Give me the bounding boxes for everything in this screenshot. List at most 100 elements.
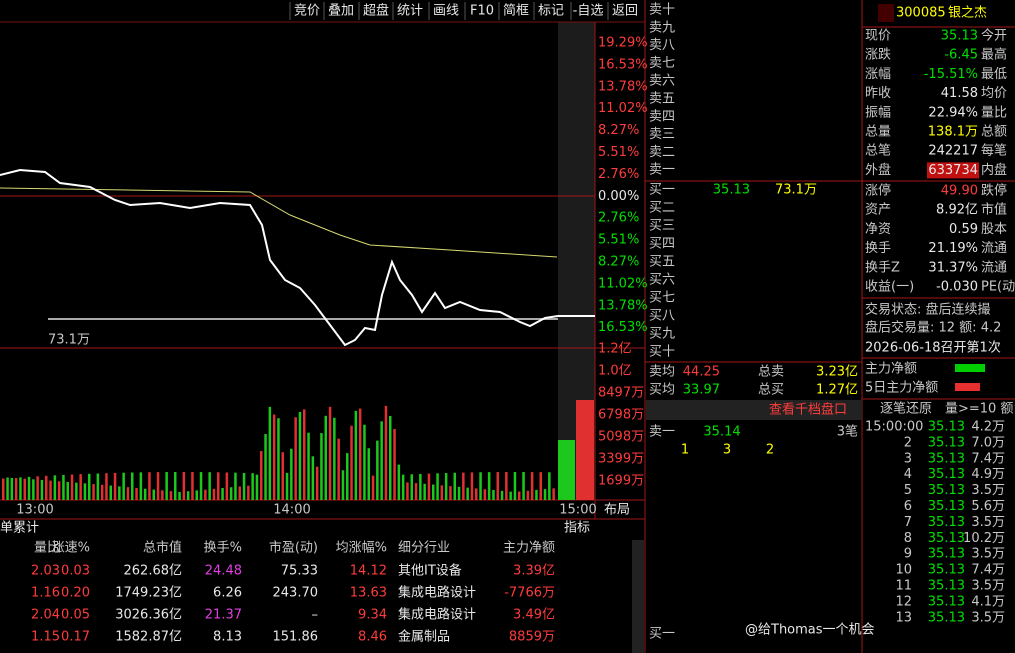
table-cell: 1.16 [31, 586, 60, 601]
quote-value: 633734 [928, 163, 978, 178]
queue: 2 [766, 443, 774, 458]
toolbar-button[interactable]: 叠加 [328, 4, 354, 19]
volume-bar [358, 408, 362, 500]
layout-button[interactable]: 布局 [604, 503, 630, 518]
label: 总卖 [758, 365, 784, 380]
quote-label: 市值 [981, 202, 1007, 218]
table-cell: 集成电路设计 [398, 585, 476, 601]
volume-bar [315, 466, 319, 500]
volume-bar [535, 489, 538, 500]
quote-label: 股本 [981, 222, 1007, 237]
time-label: 14:00 [273, 503, 310, 518]
trade-time: 6 [904, 499, 912, 514]
table-cell: 8.13 [213, 630, 242, 645]
volume-bar [397, 464, 401, 500]
price: 35.13 [713, 183, 750, 198]
value: 44.25 [683, 365, 720, 380]
indicator-button[interactable]: 指标 [564, 521, 590, 536]
volume-bar [285, 472, 289, 500]
volume-bar [161, 490, 164, 500]
volume-bar [66, 481, 69, 500]
quote-value: 8.92亿 [936, 203, 978, 218]
volume-bar [152, 489, 155, 500]
quote-label: 量比 [981, 105, 1007, 120]
value: 33.97 [683, 383, 720, 398]
volume-bar [126, 487, 130, 500]
table-cell: 其他IT设备 [398, 563, 462, 579]
toolbar-button[interactable]: F10 [470, 4, 494, 19]
quote-value: 21.19% [928, 241, 978, 256]
scrollbar[interactable] [632, 540, 644, 653]
volume-bar [14, 478, 18, 500]
toolbar-button[interactable]: 统计 [397, 4, 423, 19]
volume-bar [466, 487, 469, 500]
volume-bar [294, 417, 297, 500]
trade-time: 11 [895, 579, 912, 594]
volume-bar [53, 475, 57, 500]
volume-bar [328, 406, 332, 500]
volume-bar [470, 472, 474, 500]
trade-volume: 7.4万 [971, 563, 1005, 578]
quote-label: 涨跌 [865, 47, 891, 63]
volume-label: 1.2亿 [598, 342, 632, 357]
volume-bar [320, 433, 323, 500]
trade-volume: 3.5万 [971, 483, 1005, 498]
volume-bar [212, 488, 216, 500]
volume-bar [324, 415, 327, 500]
volume-label: 3399万 [598, 452, 644, 467]
volume-bar [526, 490, 530, 500]
toolbar-button[interactable]: 标记 [538, 4, 564, 19]
volume-bar [406, 482, 409, 500]
label: 买一 [649, 627, 675, 642]
trade-price: 35.13 [928, 420, 965, 435]
level-line [48, 318, 558, 320]
trade-volume: 4.1万 [971, 594, 1005, 609]
volume-bar [208, 472, 211, 500]
trade-time: 9 [904, 547, 912, 562]
volume-bar [139, 472, 143, 500]
trade-volume: 3.5万 [971, 515, 1005, 530]
volume-bar [83, 483, 87, 500]
quote-label: 现价 [865, 29, 891, 44]
panel-title: 单累计 [0, 521, 39, 536]
trade-price: 35.13 [928, 467, 965, 482]
quote-value: 31.37% [928, 260, 978, 275]
toolbar-button[interactable]: -自选 [573, 4, 604, 19]
label: 总买 [758, 383, 784, 398]
quote-value: -15.51% [924, 67, 978, 82]
depth-button[interactable]: 查看千档盘口 [769, 402, 847, 418]
toolbar-button[interactable]: 竞价 [294, 3, 320, 19]
sell-level: 卖九 [649, 20, 675, 35]
volume-bar [303, 409, 306, 500]
volume-bar [32, 479, 35, 500]
toolbar-button[interactable]: 超盘 [363, 3, 389, 19]
quote-value: 138.1万 [928, 125, 978, 140]
table-cell: 3026.36亿 [115, 608, 182, 623]
trade-price: 35.13 [928, 483, 965, 498]
table-cell: 8.46 [358, 630, 387, 645]
toolbar-button[interactable]: 画线 [433, 4, 459, 19]
pct-label: 8.27% [598, 255, 639, 270]
volume-bar [143, 488, 147, 500]
table-cell: -7766万 [504, 586, 555, 601]
toolbar-button[interactable]: 返回 [612, 4, 638, 19]
tab[interactable]: 逐笔还原 [880, 401, 932, 417]
trade-time: 5 [904, 483, 912, 498]
buy-level: 买八 [649, 309, 675, 324]
trade-volume: 3.5万 [971, 579, 1005, 594]
trade-price: 35.13 [928, 435, 965, 450]
time-label: 15:00 [559, 503, 596, 518]
quote-label: 最低 [981, 67, 1007, 82]
volume-bar [19, 477, 22, 500]
trade-price: 35.13 [928, 563, 965, 578]
quote-label: PE(动 [981, 280, 1015, 295]
quote-label: 昨收 [865, 86, 891, 101]
toolbar-button[interactable]: 简框 [503, 3, 529, 19]
volume-bar [45, 475, 48, 500]
table-header: 涨速% [52, 541, 90, 556]
quote-label: 外盘 [865, 162, 891, 178]
quote-value: 49.90 [941, 184, 978, 199]
buy-level: 买二 [649, 201, 675, 216]
label: 5日主力净额 [865, 381, 938, 396]
